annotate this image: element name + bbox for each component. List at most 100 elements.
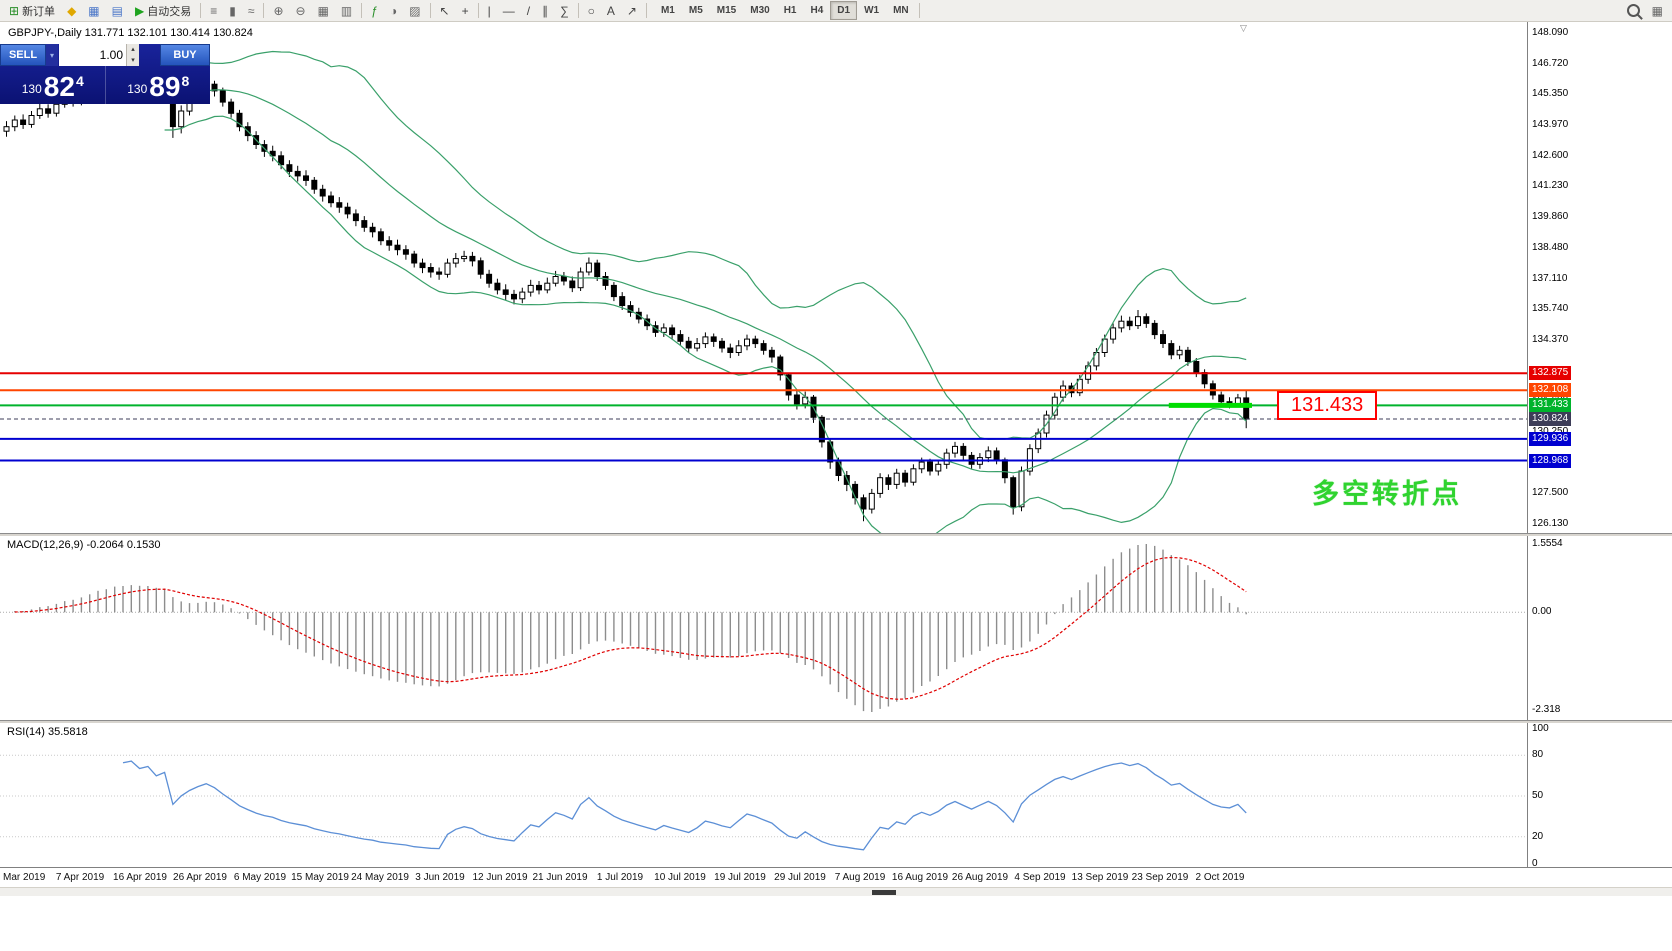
date-label: 26 Apr 2019 [173,872,227,883]
zoom-in-icon[interactable]: ⊕ [267,1,289,21]
search-icon[interactable] [1621,1,1646,21]
date-label: 16 Apr 2019 [113,872,167,883]
new-order-button-label: 新订单 [22,5,56,18]
bar-chart-icon-glyph: ≡ [210,3,218,18]
crosshair-icon[interactable]: + [456,1,475,21]
timeframe-h4[interactable]: H4 [810,5,824,16]
pane-separator[interactable] [0,720,1672,723]
price-axis-label: 134.370 [1532,333,1569,345]
market-watch-icon[interactable]: ▦ [82,1,105,21]
volume-up-icon[interactable]: ▴ [131,46,135,53]
toolbar-right: ▦ [1621,1,1669,21]
timeframe-bar: M1 M5 M15 M30 H1 H4 D1 W1 MN [654,1,916,20]
date-label: 23 Sep 2019 [1131,872,1189,883]
sell-button[interactable]: SELL [0,44,46,66]
toolbar-separator [361,3,363,18]
volume-control: ▴ ▾ [59,44,139,66]
bollinger-lower [164,115,1247,533]
chart-window-icon[interactable]: ◆ [61,1,82,21]
timeframe-d1[interactable]: D1 [830,1,858,20]
horizontal-line-icon[interactable]: — [497,1,521,21]
vertical-line-icon-glyph: | [487,3,491,18]
date-label: 15 May 2019 [291,872,349,883]
price-callout[interactable]: 131.433 [1277,391,1378,420]
bollinger-upper [164,50,1247,441]
timeframe-m5[interactable]: M5 [688,5,703,16]
bollinger-middle [164,89,1247,474]
time-axis[interactable]: 8 Mar 2019 7 Apr 2019 16 Apr 2019 26 Apr 20… [0,867,1672,887]
auto-arrange-icon[interactable]: ▦ [312,1,335,21]
timeframe-m30[interactable]: M30 [750,5,770,16]
price-level-badge[interactable]: 132.108 [1529,383,1572,398]
price-axis-label: 130.250 [1532,426,1568,437]
date-label: 6 May 2019 [233,872,287,883]
vertical-line-icon[interactable]: | [482,1,497,21]
pane-separator[interactable] [0,533,1672,536]
volume-down-icon[interactable]: ▾ [131,57,135,64]
zoom-in-icon-glyph: ⊕ [273,3,284,18]
new-order-button-glyph: ⊞ [9,3,20,18]
main-chart-canvas[interactable] [0,22,1527,533]
window-layout-icon[interactable]: ▦ [1646,1,1669,21]
fibonacci-icon[interactable]: ∑ [554,1,575,21]
arrow-object-icon[interactable]: ↗ [621,1,643,21]
timeframe-m1[interactable]: M1 [660,5,675,16]
bar-chart-icon[interactable]: ≡ [204,1,223,21]
timeframe-h1[interactable]: H1 [783,5,797,16]
arrow-object-icon-glyph: ↗ [626,3,637,18]
price-level-badge[interactable]: 132.875 [1529,366,1572,381]
buy-price[interactable]: 130 89 8 [106,66,211,104]
line-chart-icon-glyph: ≈ [247,3,255,18]
macd-axis[interactable]: 1.5554 0.00 -2.318 [1527,536,1672,720]
rsi-axis-label: 100 [1532,723,1549,734]
templates-icon[interactable]: ▨ [403,1,426,21]
cursor-icon[interactable]: ↖ [434,1,456,21]
data-window-icon-glyph: ▤ [111,3,123,18]
tile-windows-icon[interactable]: ▥ [335,1,358,21]
price-level-badge[interactable]: 130.824 [1529,412,1572,427]
channel-icon[interactable]: ∥ [536,1,554,21]
price-level-badge[interactable]: 131.433 [1529,398,1572,413]
zoom-out-icon[interactable]: ⊖ [290,1,312,21]
rsi-axis[interactable]: 100 80 50 20 0 [1527,723,1672,869]
volume-input[interactable] [59,44,126,66]
price-axis-label: 148.090 [1532,27,1569,38]
price-axis-label: 142.600 [1532,149,1569,161]
price-level-badge[interactable]: 128.968 [1529,453,1572,468]
sell-price[interactable]: 130 82 4 [0,66,106,104]
macd-canvas[interactable] [0,536,1527,720]
scrollbar-thumb[interactable] [872,890,896,895]
timeframe-m15[interactable]: M15 [716,5,737,16]
shapes-icon[interactable]: ○ [582,1,601,21]
autotrade-button[interactable]: ▶ 自动交易 [129,1,197,21]
trendline-icon[interactable]: / [521,1,536,21]
price-level-badge[interactable]: 129.936 [1529,431,1572,446]
templates-icon-glyph: ▨ [409,3,421,18]
text-icon[interactable]: A [601,1,621,21]
tile-windows-icon-glyph: ▥ [340,3,353,18]
auto-arrange-icon-glyph: ▦ [317,3,329,18]
date-label: 7 Apr 2019 [55,872,105,883]
macd-label: MACD(12,26,9) -0.2064 0.1530 [7,539,161,551]
candlestick-chart-icon[interactable]: ▮ [223,1,242,21]
line-chart-icon[interactable]: ≈ [242,1,261,21]
buy-button[interactable]: BUY [160,44,210,66]
zoom-out-icon-glyph: ⊖ [295,3,306,18]
timeframe-mn[interactable]: MN [893,5,909,16]
data-window-icon[interactable]: ▤ [106,1,129,21]
chart-scrollbar[interactable] [0,887,1672,896]
date-label: 10 Jul 2019 [654,872,706,883]
sell-dropdown-icon[interactable]: ▾ [46,44,58,66]
price-axis-label: 138.480 [1532,241,1569,253]
indicators-icon[interactable]: ƒ [365,1,384,21]
window-layout-icon-glyph: ▦ [1651,3,1663,18]
price-axis[interactable]: 148.090 146.720 145.350 143.970 142.600 141.2… [1527,22,1672,533]
date-label: 2 Oct 2019 [1195,872,1245,883]
macd-histogram [14,544,1247,712]
rsi-canvas[interactable] [0,723,1527,867]
price-axis-label: 137.110 [1532,272,1568,284]
new-order-button[interactable]: ⊞ 新订单 [3,1,61,21]
rsi-axis-label: 20 [1532,830,1544,842]
timeframe-w1[interactable]: W1 [864,5,880,16]
periods-icon[interactable]: ◑ [384,1,403,21]
